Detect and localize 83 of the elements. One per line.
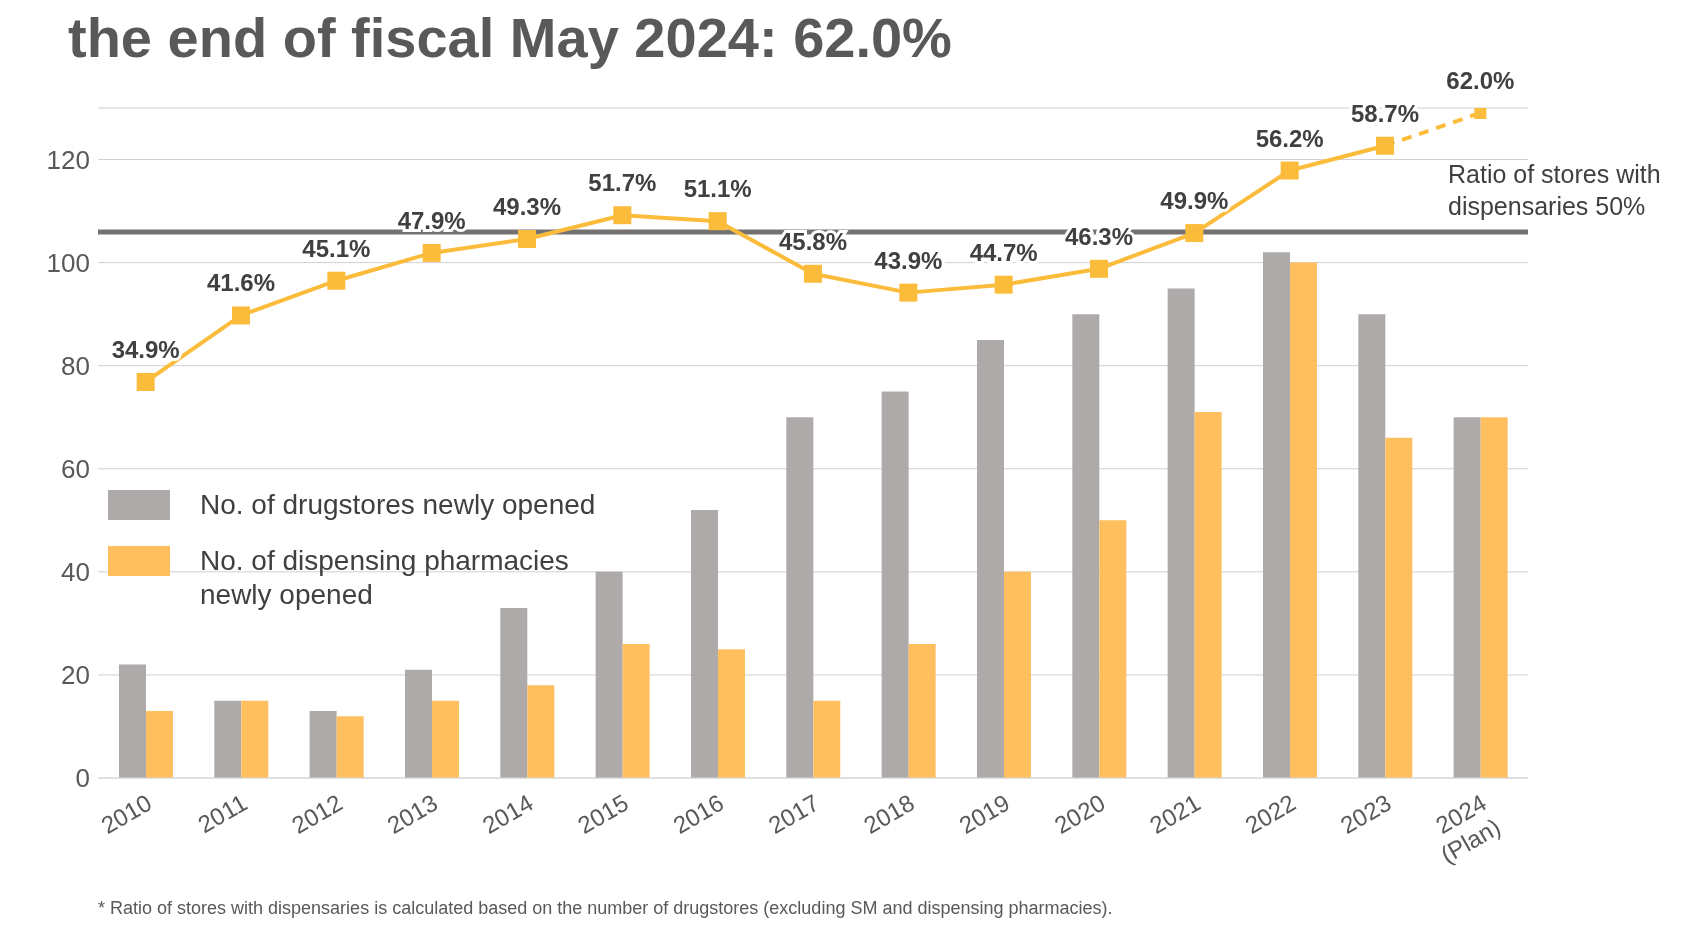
x-tick-label: 2021 bbox=[1145, 788, 1205, 839]
bar bbox=[1262, 252, 1290, 778]
bar bbox=[881, 391, 909, 778]
bar bbox=[1385, 437, 1413, 778]
x-tick-label: 2017 bbox=[763, 788, 824, 839]
bar bbox=[908, 644, 936, 778]
bar bbox=[1453, 417, 1481, 778]
bar bbox=[241, 700, 269, 778]
data-label: 43.9% bbox=[874, 246, 943, 274]
data-label: 56.2% bbox=[1255, 124, 1324, 152]
y-tick-label: 100 bbox=[46, 247, 90, 278]
bar bbox=[786, 417, 814, 778]
data-label: 47.9% bbox=[397, 206, 466, 234]
data-label: 44.7% bbox=[969, 238, 1038, 266]
bar bbox=[1072, 314, 1100, 778]
bar bbox=[431, 700, 459, 778]
legend-label: No. of dispensing pharmacies newly opened bbox=[200, 544, 570, 612]
data-label: 58.7% bbox=[1350, 99, 1420, 127]
x-tick-label: 2018 bbox=[859, 788, 919, 839]
bar bbox=[118, 664, 146, 778]
data-label: 49.9% bbox=[1160, 187, 1229, 215]
bar bbox=[500, 607, 528, 778]
point bbox=[422, 243, 441, 262]
x-tick-label: 2019 bbox=[954, 788, 1015, 839]
bar bbox=[214, 700, 242, 778]
data-label: 45.1% bbox=[302, 234, 371, 262]
x-tick-label: 2010 bbox=[96, 788, 157, 839]
bar bbox=[404, 669, 432, 778]
bar bbox=[1289, 262, 1317, 778]
x-tick-label: 2020 bbox=[1049, 788, 1110, 839]
ref-line-label: Ratio of stores with dispensaries 50% bbox=[1448, 159, 1662, 222]
bar bbox=[717, 649, 745, 778]
bar bbox=[595, 571, 623, 778]
bar bbox=[976, 339, 1004, 778]
chart-title: the end of fiscal May 2024: 62.0% bbox=[68, 6, 953, 69]
point bbox=[1090, 259, 1108, 278]
bar bbox=[336, 716, 364, 778]
x-tick-label: 2011 bbox=[193, 788, 252, 838]
bar bbox=[1358, 314, 1386, 778]
bar bbox=[527, 685, 555, 778]
x-tick-label: 2015 bbox=[573, 788, 633, 839]
data-label: 49.3% bbox=[492, 193, 562, 221]
x-tick-label: 2016 bbox=[668, 788, 729, 839]
y-tick-label: 60 bbox=[61, 454, 90, 484]
bar bbox=[1003, 571, 1031, 778]
point bbox=[327, 271, 346, 290]
bar bbox=[622, 644, 650, 778]
x-tick-label: 2023 bbox=[1335, 788, 1396, 839]
bar bbox=[1167, 288, 1195, 778]
x-tick-label: 2012 bbox=[287, 788, 347, 839]
x-tick-label: 2014 bbox=[477, 788, 538, 839]
y-tick-label: 0 bbox=[75, 763, 90, 794]
bar bbox=[1480, 417, 1508, 778]
x-tick-label: 2013 bbox=[382, 788, 443, 839]
bar bbox=[145, 711, 173, 778]
point bbox=[136, 372, 155, 391]
point bbox=[518, 230, 536, 249]
y-tick-label: 40 bbox=[61, 557, 90, 588]
y-tick-label: 120 bbox=[46, 144, 90, 175]
point bbox=[613, 206, 632, 225]
data-label: 51.1% bbox=[683, 175, 752, 203]
point bbox=[994, 275, 1013, 294]
point bbox=[899, 283, 918, 302]
legend-label: No. of drugstores newly opened bbox=[200, 488, 597, 522]
y-tick-label: 20 bbox=[61, 660, 90, 691]
bar bbox=[690, 510, 718, 778]
data-label: 51.7% bbox=[588, 169, 657, 197]
bar bbox=[309, 711, 337, 778]
y-tick-label: 80 bbox=[61, 350, 90, 381]
bar bbox=[1099, 520, 1127, 778]
point bbox=[1280, 161, 1299, 180]
point bbox=[708, 212, 727, 231]
point bbox=[804, 264, 822, 283]
bar bbox=[1194, 412, 1222, 778]
data-label: 41.6% bbox=[206, 269, 276, 297]
point bbox=[232, 306, 250, 325]
point bbox=[1185, 224, 1204, 243]
data-label: 62.0% bbox=[1446, 66, 1515, 94]
text: * Ratio of stores with dispensaries is calculated based on the number of drugstores (excluding SM and dispensing pharmacies). bbox=[98, 898, 1114, 919]
data-label: 45.8% bbox=[778, 227, 848, 255]
data-label: 34.9% bbox=[111, 335, 180, 363]
bar bbox=[813, 700, 841, 778]
x-tick-label: 2022 bbox=[1240, 788, 1301, 839]
